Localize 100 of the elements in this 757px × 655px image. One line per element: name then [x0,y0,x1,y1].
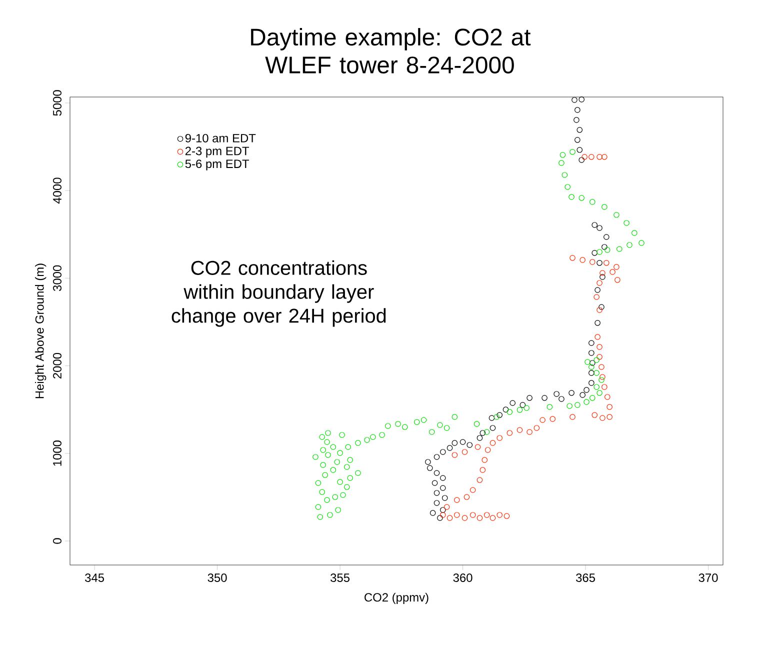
point [592,412,598,418]
point [534,425,540,431]
point [596,154,602,160]
y-tick-label: 0 [53,538,62,544]
point [462,449,468,455]
point [484,512,490,518]
point [578,157,585,163]
x-tick-label: 370 [698,574,718,582]
point [446,515,453,521]
point [600,374,606,380]
point [496,512,503,518]
point [464,494,470,500]
point [576,127,583,133]
x-tick-label: 355 [330,574,350,582]
point [484,447,491,453]
point [440,475,446,481]
x-tick-label: 350 [208,574,227,582]
point [442,495,448,501]
point [480,467,486,473]
point [588,340,594,346]
point [574,137,580,143]
point [596,260,602,266]
point [496,435,503,441]
point [488,415,495,421]
point [440,512,446,518]
y-tick-label: 5000 [53,90,62,116]
point [496,412,503,418]
point [558,396,564,402]
point [568,390,574,396]
point [542,395,548,401]
point [454,512,460,518]
point [604,260,610,266]
point [460,439,466,445]
point [516,427,523,433]
point [574,117,580,123]
point [470,487,476,493]
point [576,147,583,153]
point [594,334,600,340]
point [502,406,509,412]
point [466,442,473,448]
point [596,344,602,350]
point [570,414,576,420]
point [550,416,556,422]
point [596,225,602,231]
x-axis-title: CO2 (ppmv) [364,592,428,604]
x-tick-label: 345 [85,574,104,582]
point [440,507,446,513]
point [598,364,604,370]
point [600,274,606,280]
point [520,402,526,408]
point [602,384,608,390]
point [476,515,483,521]
point [588,370,594,376]
legend-label: 2-3 pm EDT [185,146,250,158]
y-tick-label: 3000 [53,265,62,292]
point [474,444,481,450]
point [594,294,600,300]
point [526,429,532,435]
point [440,485,446,491]
point [614,277,620,283]
point [610,269,616,275]
point [596,280,602,286]
legend-label: 5-6 pm EDT [185,160,250,170]
point [602,244,608,250]
point [490,425,496,431]
point [434,490,440,496]
point [596,354,602,360]
point [606,414,612,420]
point [602,154,608,160]
point [580,257,586,263]
point [540,417,546,423]
point [590,259,596,265]
point [490,515,496,521]
legend-label: 9-10 am EDT [185,134,256,142]
point [572,97,578,103]
point [584,387,590,393]
point [454,497,460,503]
point [434,500,440,506]
point [470,512,476,518]
point [604,234,610,240]
point [582,154,588,160]
point [510,400,516,406]
point [490,440,496,446]
point [596,307,602,313]
point [580,392,586,398]
point [437,515,443,521]
point [426,465,433,471]
point [482,457,488,463]
y-axis-title: Height Above Ground (m) [35,264,46,398]
point [594,320,600,326]
point [604,394,610,400]
point [554,391,560,397]
point [476,435,483,441]
point [526,395,532,401]
point [590,360,596,366]
point [446,445,453,451]
x-tick-label: 365 [576,574,595,582]
point [588,154,594,160]
point [432,480,438,486]
point [570,255,576,261]
